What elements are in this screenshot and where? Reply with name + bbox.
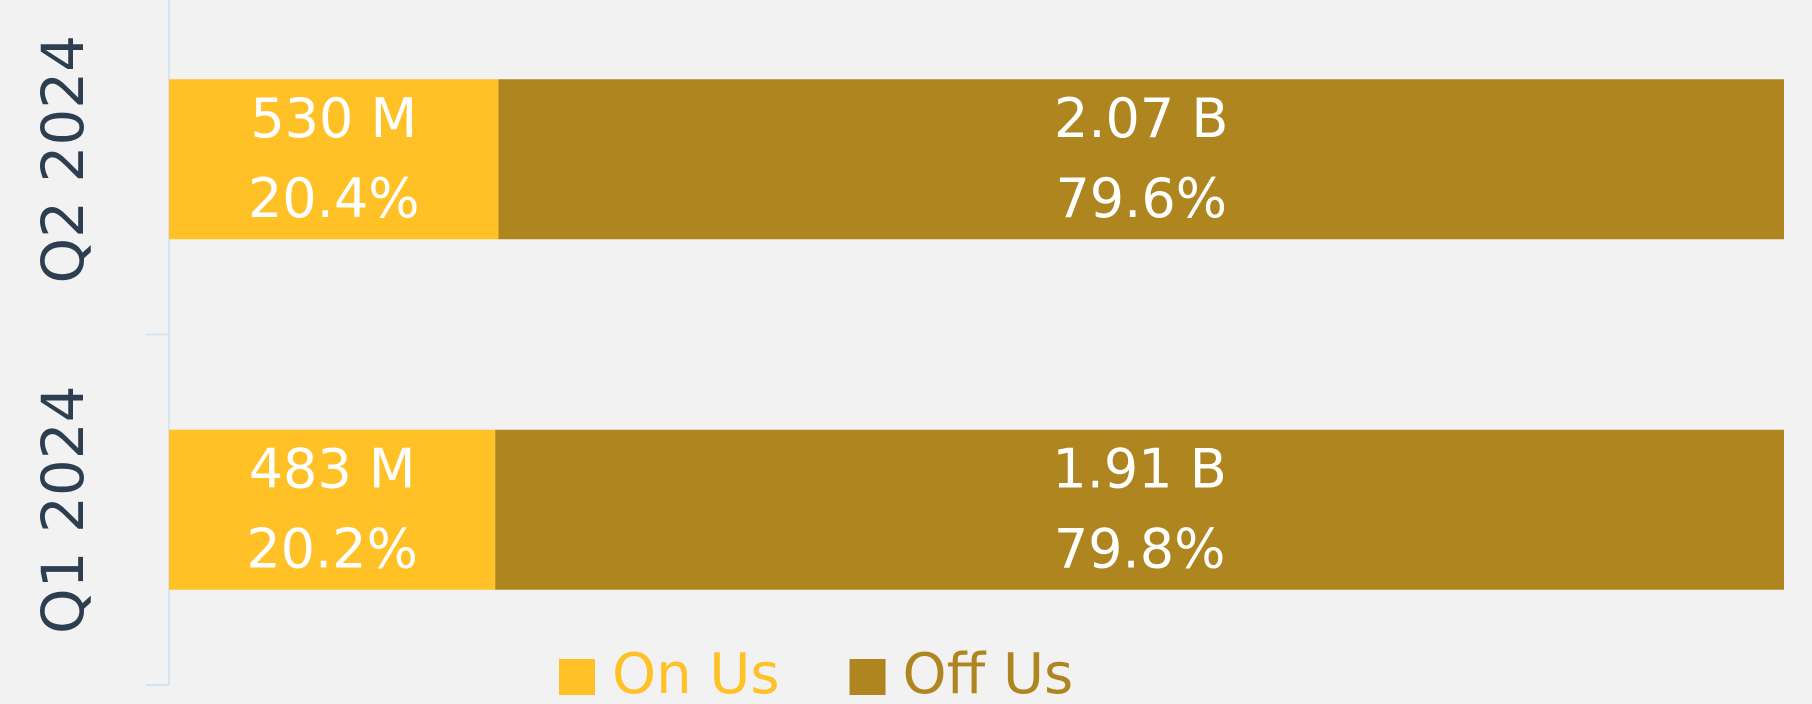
bar-segment bbox=[498, 79, 1785, 240]
value-label: 79.8% bbox=[1054, 517, 1226, 580]
value-label: 20.4% bbox=[248, 167, 420, 230]
legend-label: On Us bbox=[612, 642, 780, 704]
legend-swatch bbox=[849, 659, 886, 695]
count-label: 2.07 B bbox=[1054, 87, 1228, 150]
count-label: 530 M bbox=[250, 87, 417, 150]
y-tick-label: Q2 2024 bbox=[29, 35, 97, 284]
bar-segment bbox=[169, 429, 496, 590]
value-label: 20.2% bbox=[246, 517, 418, 580]
legend-label: Off Us bbox=[903, 642, 1074, 704]
value-label: 79.6% bbox=[1055, 167, 1227, 230]
bar-segment bbox=[169, 79, 499, 240]
count-label: 1.91 B bbox=[1052, 437, 1226, 500]
y-tick-label: Q1 2024 bbox=[29, 385, 97, 634]
bar-segment bbox=[495, 429, 1785, 590]
legend-swatch bbox=[559, 659, 595, 695]
count-label: 483 M bbox=[249, 437, 416, 500]
